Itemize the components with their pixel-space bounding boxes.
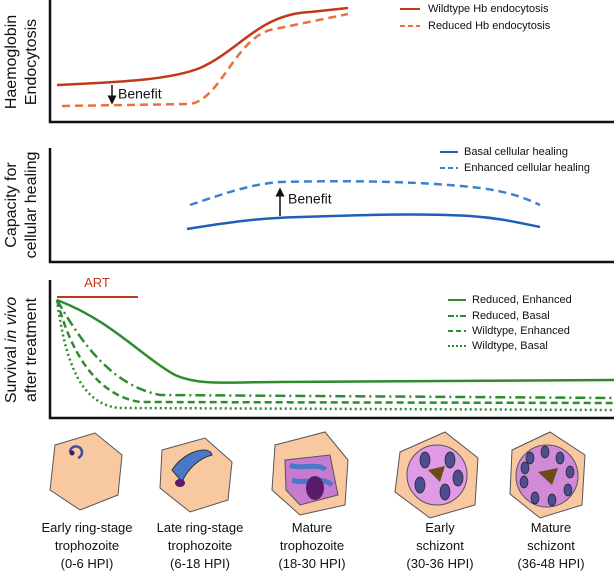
axes [48, 280, 614, 420]
cell-late-ring [159, 437, 233, 513]
stage-label: Early ring-stage [41, 520, 132, 535]
curve-basal [186, 213, 541, 231]
curve-reduced [61, 12, 349, 108]
legend-label: Wildtype, Basal [472, 340, 548, 352]
stage-label: Late ring-stage [157, 520, 244, 535]
cell-early-ring [49, 432, 123, 511]
axes [48, 0, 614, 124]
parasite [171, 449, 213, 483]
y-label: Endocytosis [23, 19, 40, 105]
y-label: after treatment [23, 297, 40, 402]
stage-label: Mature [531, 520, 571, 535]
parasite [68, 445, 84, 460]
y-label: Survival in vivo [3, 297, 20, 403]
legend-label: Reduced, Enhanced [472, 294, 572, 306]
cells [49, 431, 586, 519]
stage-label: Early [425, 520, 455, 535]
y-label-part: Survival [3, 346, 20, 403]
stage-label: trophozoite [168, 538, 232, 553]
stage-labels: Early ring-stage trophozoite (0-6 HPI) L… [41, 520, 584, 571]
annotation: Benefit [288, 191, 332, 207]
panel-endocytosis: Haemoglobin Endocytosis Benefit Wildtype… [3, 0, 614, 124]
stage-label: schizont [527, 538, 575, 553]
stage-label: (18-30 HPI) [278, 556, 345, 571]
hemozoin [538, 468, 558, 485]
y-label: cellular healing [23, 152, 40, 259]
nucleus [175, 479, 185, 487]
curve-reduced-enhanced [56, 298, 614, 384]
stage-label: trophozoite [280, 538, 344, 553]
stage-label: (6-18 HPI) [170, 556, 230, 571]
legend-label: Basal cellular healing [464, 146, 568, 158]
legend-label: Wildtype Hb endocytosis [428, 3, 549, 15]
panel-survival: Survival in vivo after treatment ART Redu… [3, 275, 614, 420]
stage-label: (30-36 HPI) [406, 556, 473, 571]
y-label: Haemoglobin [3, 15, 20, 109]
annotation: ART [84, 275, 110, 290]
y-label: Capacity for [3, 162, 20, 248]
annotation: Benefit [118, 86, 162, 102]
stage-label: (36-48 HPI) [517, 556, 584, 571]
y-label-part: in vivo [3, 297, 20, 342]
legend-label: Wildtype, Enhanced [472, 325, 570, 337]
legend-label: Reduced Hb endocytosis [428, 20, 551, 32]
panel-healing: Capacity for cellular healing Benefit Ba… [3, 146, 614, 264]
stage-label: schizont [416, 538, 464, 553]
nucleus [69, 450, 75, 456]
stage-label: (0-6 HPI) [61, 556, 114, 571]
curve-wildtype [56, 6, 349, 87]
stage-label: Mature [292, 520, 332, 535]
hemozoin [428, 466, 445, 482]
curve-wildtype-enhanced [55, 299, 614, 405]
legend-label: Reduced, Basal [472, 310, 550, 322]
curve-enhanced [189, 180, 541, 207]
nucleus [306, 476, 324, 500]
stage-label: trophozoite [55, 538, 119, 553]
axes [48, 148, 614, 264]
legend-label: Enhanced cellular healing [464, 162, 590, 174]
